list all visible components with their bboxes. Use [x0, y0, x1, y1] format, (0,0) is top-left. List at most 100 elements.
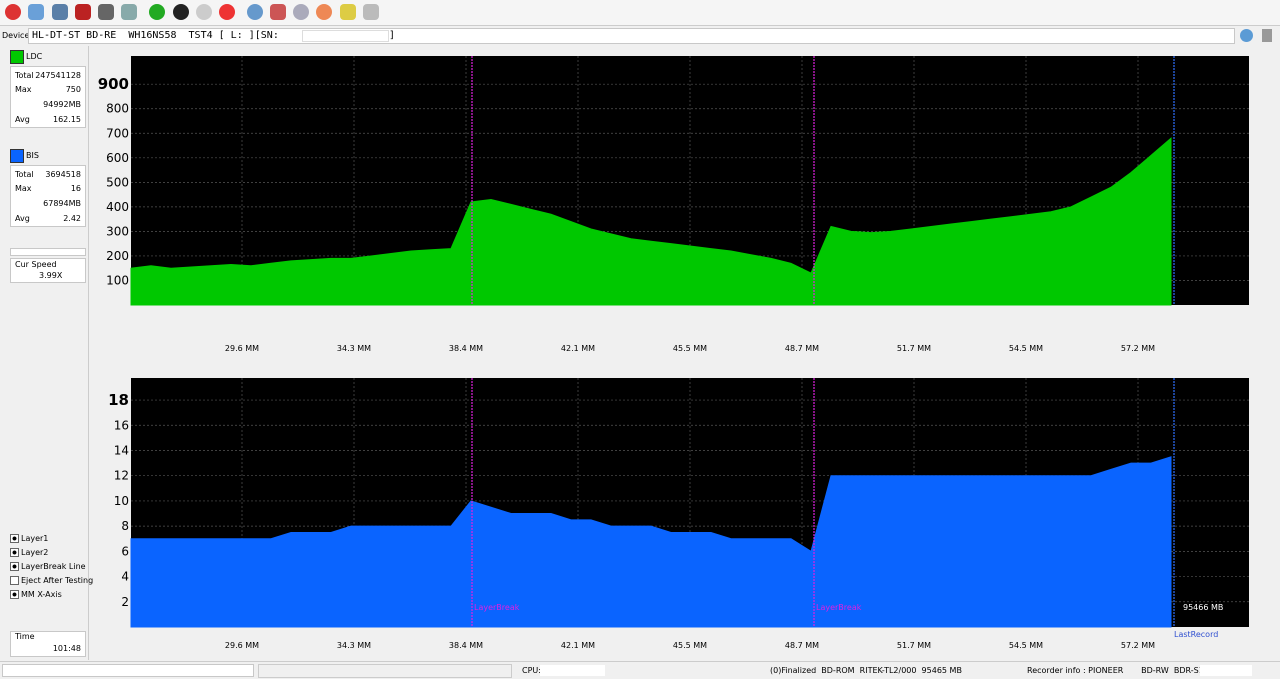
ldc-stats: Total 247541128 Max 750 94992MB Avg 162.15	[10, 66, 86, 128]
toolbar	[0, 0, 1280, 26]
progress	[10, 248, 86, 256]
stat-value: 67894MB	[43, 199, 81, 208]
bis-swatch	[10, 149, 24, 163]
tool-button[interactable]	[28, 4, 44, 20]
tool-button[interactable]	[363, 4, 379, 20]
y-tick-label: 4	[121, 570, 129, 584]
status-field	[2, 664, 254, 677]
tool-button[interactable]	[149, 4, 165, 20]
refresh-button[interactable]	[1240, 29, 1253, 42]
layer-break-label: LayerBreak	[816, 603, 862, 612]
x-tick-label: 48.7 MM	[785, 641, 819, 650]
status-field	[1200, 665, 1252, 676]
x-tick-label: 42.1 MM	[561, 641, 595, 650]
y-tick-label: 6	[121, 544, 129, 558]
stat-value: 247541128	[35, 71, 81, 80]
speed-value: 3.99X	[39, 271, 63, 280]
ldc-legend: LDC	[26, 52, 43, 61]
stat-label: Max	[15, 184, 32, 193]
time-value: 101:48	[52, 644, 81, 653]
stat-value: 2.42	[63, 214, 81, 223]
y-tick-label: 300	[106, 224, 129, 238]
x-tick-label: 45.5 MM	[673, 641, 707, 650]
bis-stats: Total 3694518 Max 16 67894MB Avg 2.42	[10, 165, 86, 227]
x-tick-label: 34.3 MM	[337, 344, 371, 353]
stat-value: 162.15	[53, 115, 81, 124]
tool-button[interactable]	[293, 4, 309, 20]
y-tick-label: 200	[106, 249, 129, 263]
stat-value: 750	[65, 85, 81, 94]
option-label: MM X-Axis	[21, 590, 62, 599]
stat-label: Total	[15, 170, 34, 179]
side-panel: LDC Total 247541128 Max 750 94992MB Avg 162…	[0, 46, 93, 660]
stat-value: 3694518	[45, 170, 81, 179]
y-tick-label: 500	[106, 175, 129, 189]
area	[130, 456, 1172, 628]
cpu-label: CPU:	[522, 666, 541, 675]
tool-button[interactable]	[121, 4, 137, 20]
disc-info: (0)Finalized BD-ROM RITEK-TL2/000 95465 …	[770, 666, 962, 675]
x-tick-label: 48.7 MM	[785, 344, 819, 353]
recorder-info: Recorder info : PIONEER BD-RW BDR-S12JX	[1027, 666, 1217, 675]
status-bar: CPU: (0)Finalized BD-ROM RITEK-TL2/000 9…	[0, 661, 1280, 679]
tool-button[interactable]	[5, 4, 21, 20]
stat-label: Avg	[15, 214, 30, 223]
tool-button[interactable]	[316, 4, 332, 20]
ldc-swatch	[10, 50, 24, 64]
lock-button[interactable]	[1262, 29, 1272, 42]
size-label: 95466 MB	[1183, 603, 1223, 612]
y-tick-label: 700	[106, 126, 129, 140]
x-tick-label: 57.2 MM	[1121, 641, 1155, 650]
tool-button[interactable]	[270, 4, 286, 20]
tool-button[interactable]	[75, 4, 91, 20]
x-tick-label: 34.3 MM	[337, 641, 371, 650]
tool-button[interactable]	[219, 4, 235, 20]
checkbox[interactable]	[10, 562, 19, 571]
y-tick-label: 16	[114, 418, 129, 432]
stat-value: 94992MB	[43, 100, 81, 109]
option[interactable]: MM X-Axis	[10, 589, 88, 601]
tool-button[interactable]	[340, 4, 356, 20]
tool-button[interactable]	[247, 4, 263, 20]
checkbox[interactable]	[10, 576, 19, 585]
device-label: Device:	[2, 31, 33, 40]
x-tick-label: 29.6 MM	[225, 344, 259, 353]
charts: 100 200 300 400 500 600 700 800 900 29.6 MM 34.3 M…	[98, 56, 1249, 650]
time-box: Time 101:48	[10, 631, 86, 657]
area	[130, 137, 1172, 306]
speed-label: Cur Speed	[15, 260, 57, 269]
speed-box: Cur Speed 3.99X	[10, 258, 86, 283]
x-tick-label: 54.5 MM	[1009, 344, 1043, 353]
option[interactable]: Eject After Testing	[10, 575, 93, 587]
y-tick-label: 800	[106, 102, 129, 116]
time-label: Time	[15, 632, 35, 641]
y-tick-label: 8	[121, 519, 129, 533]
device-name: HL-DT-ST BD-RE WH16NS58 TST4 [ L: ][SN:	[32, 30, 279, 41]
stat-label: Max	[15, 85, 32, 94]
stat-label: Total	[15, 71, 34, 80]
bis-legend: BIS	[26, 151, 39, 160]
option-label: Layer1	[21, 534, 49, 543]
device-select[interactable]: HL-DT-ST BD-RE WH16NS58 TST4 [ L: ][SN: …	[28, 28, 1235, 44]
x-tick-label: 45.5 MM	[673, 344, 707, 353]
status-field	[258, 664, 512, 678]
checkbox[interactable]	[10, 590, 19, 599]
y-tick-label: 18	[108, 391, 129, 409]
y-tick-label: 10	[114, 494, 129, 508]
cpu-meter	[540, 665, 605, 676]
option[interactable]: Layer1	[10, 533, 88, 545]
y-tick-label: 100	[106, 273, 129, 287]
tool-button[interactable]	[98, 4, 114, 20]
option[interactable]: LayerBreak Line	[10, 561, 88, 573]
tool-button[interactable]	[52, 4, 68, 20]
tool-button[interactable]	[173, 4, 189, 20]
option-label: Eject After Testing	[21, 576, 94, 585]
tool-button[interactable]	[196, 4, 212, 20]
y-tick-label: 12	[114, 469, 129, 483]
x-tick-label: 38.4 MM	[449, 641, 483, 650]
y-tick-label: 14	[114, 443, 129, 457]
checkbox[interactable]	[10, 548, 19, 557]
checkbox[interactable]	[10, 534, 19, 543]
option[interactable]: Layer2	[10, 547, 88, 559]
